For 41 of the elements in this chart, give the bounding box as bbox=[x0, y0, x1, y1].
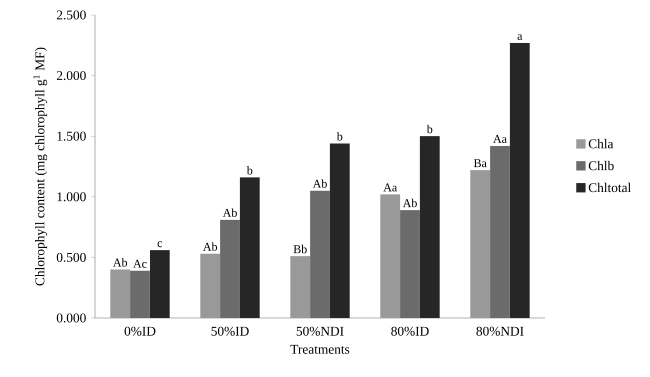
data-label: c bbox=[158, 241, 162, 248]
legend-label: Chltotal bbox=[588, 182, 631, 192]
y-tick-label: 1.500 bbox=[57, 132, 86, 141]
x-axis-title: Treatments bbox=[290, 344, 350, 354]
bar bbox=[290, 256, 310, 318]
data-label: b bbox=[336, 132, 342, 141]
data-label: a bbox=[518, 34, 522, 40]
bar bbox=[380, 194, 400, 318]
bar bbox=[200, 254, 220, 318]
legend-label: Chla bbox=[588, 138, 614, 148]
bar bbox=[110, 270, 130, 318]
y-axis-title: Chlorophyll content (mg chlorophyll g$^{1}$ MF) bbox=[33, 48, 48, 286]
y-tick-label: 0.000 bbox=[56, 313, 86, 323]
data-label: b bbox=[426, 124, 432, 134]
data-label: Ab bbox=[402, 198, 417, 208]
data-label: Ba bbox=[474, 159, 487, 168]
data-label: Aa bbox=[383, 183, 398, 192]
data-label: Aa bbox=[493, 134, 507, 143]
bar bbox=[420, 136, 440, 318]
bar bbox=[470, 170, 490, 318]
x-tick-label: 50%ID bbox=[212, 326, 249, 336]
data-label: Ab bbox=[202, 242, 218, 251]
y-tick-label: 0.500 bbox=[56, 252, 86, 262]
legend-label: Chlb bbox=[588, 160, 614, 170]
x-tick-label: 80%NDI bbox=[476, 326, 524, 336]
x-tick-label: 0%ID bbox=[124, 326, 156, 336]
y-tick-label: 2.500 bbox=[56, 10, 86, 20]
bar bbox=[240, 177, 260, 318]
data-label: Ab bbox=[312, 179, 327, 188]
data-label: Ab bbox=[222, 208, 237, 217]
bar bbox=[150, 250, 170, 318]
data-label: Ac bbox=[133, 260, 147, 268]
x-tick-label: 80%ID bbox=[391, 326, 429, 336]
data-label: b bbox=[246, 166, 252, 174]
bar bbox=[510, 42, 530, 318]
y-tick-label: 1.000 bbox=[57, 192, 86, 202]
data-label: Bb bbox=[294, 244, 307, 254]
data-label: Ab bbox=[113, 258, 128, 267]
y-tick-label: 2.000 bbox=[56, 71, 86, 80]
x-tick-label: 50%NDI bbox=[296, 326, 344, 336]
bar bbox=[330, 143, 350, 318]
